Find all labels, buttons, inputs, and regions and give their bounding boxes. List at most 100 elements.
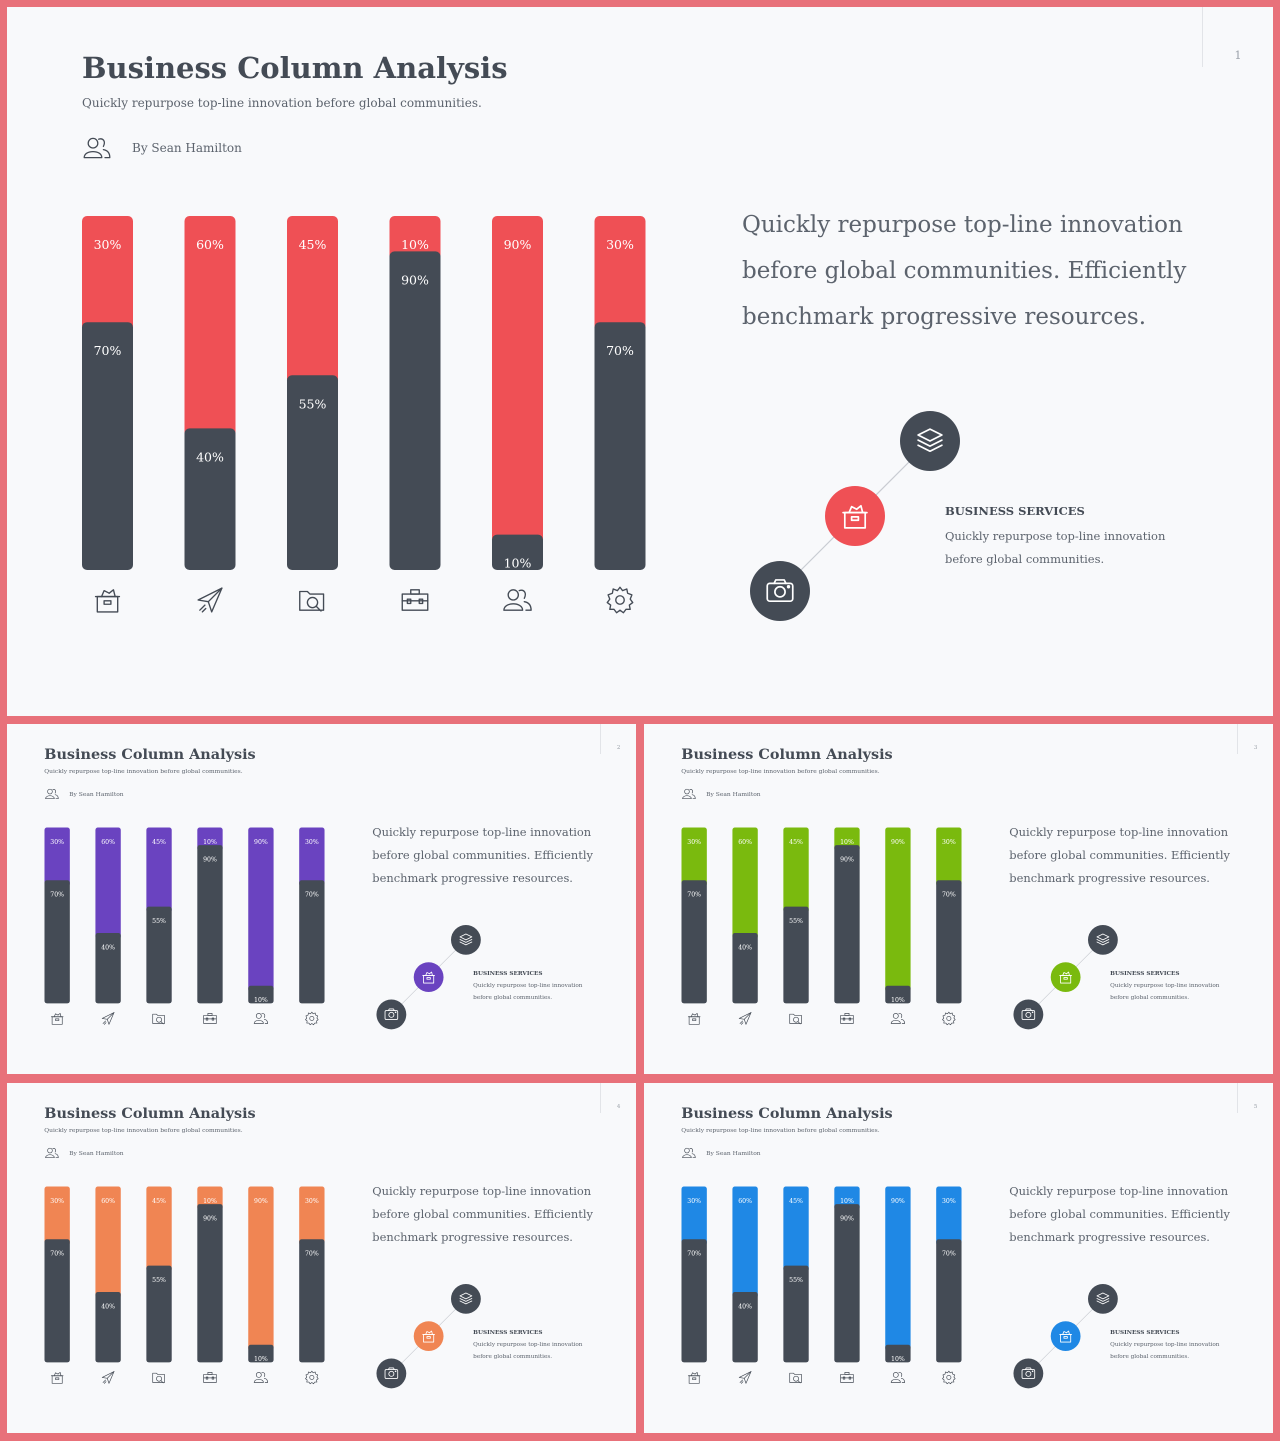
bar-top-segment — [935, 1186, 962, 1246]
bar-top-segment — [492, 216, 543, 547]
bar-top-label: 45% — [789, 839, 803, 846]
category-icons-row — [687, 1371, 956, 1385]
slide-subtitle: Quickly repurpose top-line innovation be… — [681, 1127, 880, 1135]
users-icon — [253, 1372, 268, 1384]
service-text: Quickly repurpose top-line innovation be… — [473, 1342, 583, 1360]
slide-title: Business Column Analysis — [44, 1104, 256, 1122]
toolbox-icon — [840, 1372, 854, 1384]
paper-plane-icon — [101, 1012, 115, 1025]
service-circle — [376, 999, 407, 1030]
gear-icon — [606, 586, 634, 614]
toolbox-icon — [203, 1372, 217, 1384]
bar-bottom-segment — [248, 986, 274, 1004]
page-number: 1 — [1202, 7, 1273, 67]
author-users-icon — [682, 1147, 696, 1159]
bar-bottom-label: 40% — [196, 449, 224, 464]
bar-bottom-label: 90% — [401, 272, 429, 287]
bar-top-label: 90% — [891, 839, 905, 846]
service-basket-icon — [842, 504, 868, 529]
layers-icon — [459, 1292, 473, 1305]
service-circle — [376, 1358, 407, 1389]
bar-bottom-segment — [834, 845, 860, 1004]
bar-bottom-segment — [44, 880, 70, 1004]
category-icons-row — [50, 1012, 319, 1026]
users-icon — [503, 589, 532, 611]
service-circle — [1050, 1321, 1081, 1351]
bar-bottom-segment — [681, 1239, 707, 1363]
camera-icon — [766, 579, 794, 603]
bar-top-label: 10% — [401, 237, 429, 252]
bar-bottom-segment — [82, 322, 133, 570]
slide-4: 4 Business Column Analysis Quickly repur… — [7, 1083, 636, 1433]
paper-plane-icon — [738, 1371, 752, 1384]
bar-bottom-segment — [681, 880, 707, 1004]
icon-connector — [1013, 924, 1118, 1030]
bar-bottom-label: 90% — [203, 1216, 217, 1223]
author-users-icon — [83, 137, 111, 159]
bar-bottom-label: 55% — [789, 1277, 803, 1284]
bar-top-segment — [885, 1186, 911, 1352]
basket-icon — [687, 1013, 701, 1025]
bar-top-label: 30% — [50, 1198, 64, 1205]
camera-icon — [384, 1008, 398, 1020]
bar-bottom-label: 55% — [789, 918, 803, 925]
bar-top-label: 30% — [687, 1198, 701, 1205]
bar-bottom-label: 70% — [942, 1251, 956, 1258]
bar-bottom-segment — [389, 251, 441, 570]
author-name: By Sean Hamilton — [706, 790, 761, 798]
bar-bottom-segment — [197, 1204, 223, 1363]
bar-bottom-segment — [885, 1345, 911, 1363]
author-name: By Sean Hamilton — [706, 1149, 761, 1157]
service-basket-icon — [422, 971, 435, 984]
slide-3: 3 Business Column Analysis Quickly repur… — [644, 724, 1273, 1074]
bar-top-segment — [732, 827, 758, 940]
bar-bottom-segment — [783, 907, 809, 1004]
bar-bottom-label: 70% — [94, 343, 122, 358]
layers-icon — [1096, 1292, 1110, 1305]
gear-icon — [304, 1371, 319, 1385]
icon-connector — [750, 411, 960, 621]
bar-bottom-label: 70% — [305, 892, 319, 899]
bar-bottom-label: 90% — [840, 857, 854, 864]
bar-bottom-label: 40% — [101, 945, 115, 952]
page-number: 4 — [600, 1083, 636, 1113]
bar-bottom-label: 90% — [203, 857, 217, 864]
bar-top-segment — [146, 1186, 172, 1272]
camera-icon — [1021, 1367, 1035, 1379]
bar-bottom-label: 70% — [687, 1251, 701, 1258]
toolbox-icon — [203, 1013, 217, 1025]
bar-top-label: 30% — [94, 237, 122, 252]
bar-bottom-segment — [783, 1266, 809, 1363]
bar-top-segment — [184, 216, 236, 441]
service-circle — [413, 1321, 444, 1351]
slide-title: Business Column Analysis — [44, 745, 256, 763]
service-title: BUSINESS SERVICES — [473, 1330, 543, 1336]
bar-bottom-label: 10% — [891, 998, 905, 1005]
paper-plane-icon — [197, 587, 223, 613]
gear-icon — [304, 1012, 319, 1026]
bar-bottom-label: 70% — [50, 892, 64, 899]
paper-plane-icon — [738, 1012, 752, 1025]
quote-text: Quickly repurpose top-line innovation be… — [372, 1183, 593, 1244]
bar-bottom-segment — [146, 1266, 172, 1363]
icon-connector — [376, 924, 481, 1030]
service-basket-icon — [422, 1330, 435, 1343]
bar-top-segment — [298, 827, 325, 887]
bar-top-label: 60% — [196, 237, 224, 252]
page-number: 2 — [600, 724, 636, 754]
bar-bottom-segment — [146, 907, 172, 1004]
bar-bottom-segment — [287, 375, 338, 570]
layers-icon — [459, 933, 473, 946]
author-users-icon — [45, 788, 59, 800]
bar-top-segment — [82, 216, 133, 335]
bar-bottom-segment — [44, 1239, 70, 1363]
stacked-bar-chart: 30% 70% 60% 40% 45% 55% 10% 90% 90% 10% 30% 70% — [82, 216, 646, 571]
slide-title: Business Column Analysis — [681, 1104, 893, 1122]
bar-top-segment — [885, 827, 911, 993]
bar-top-label: 90% — [504, 237, 532, 252]
users-icon — [890, 1372, 905, 1384]
service-circle — [413, 962, 444, 992]
bar-bottom-segment — [95, 1292, 121, 1363]
camera-folder-icon — [299, 590, 325, 612]
quote-text: Quickly repurpose top-line innovation be… — [1009, 1183, 1230, 1244]
